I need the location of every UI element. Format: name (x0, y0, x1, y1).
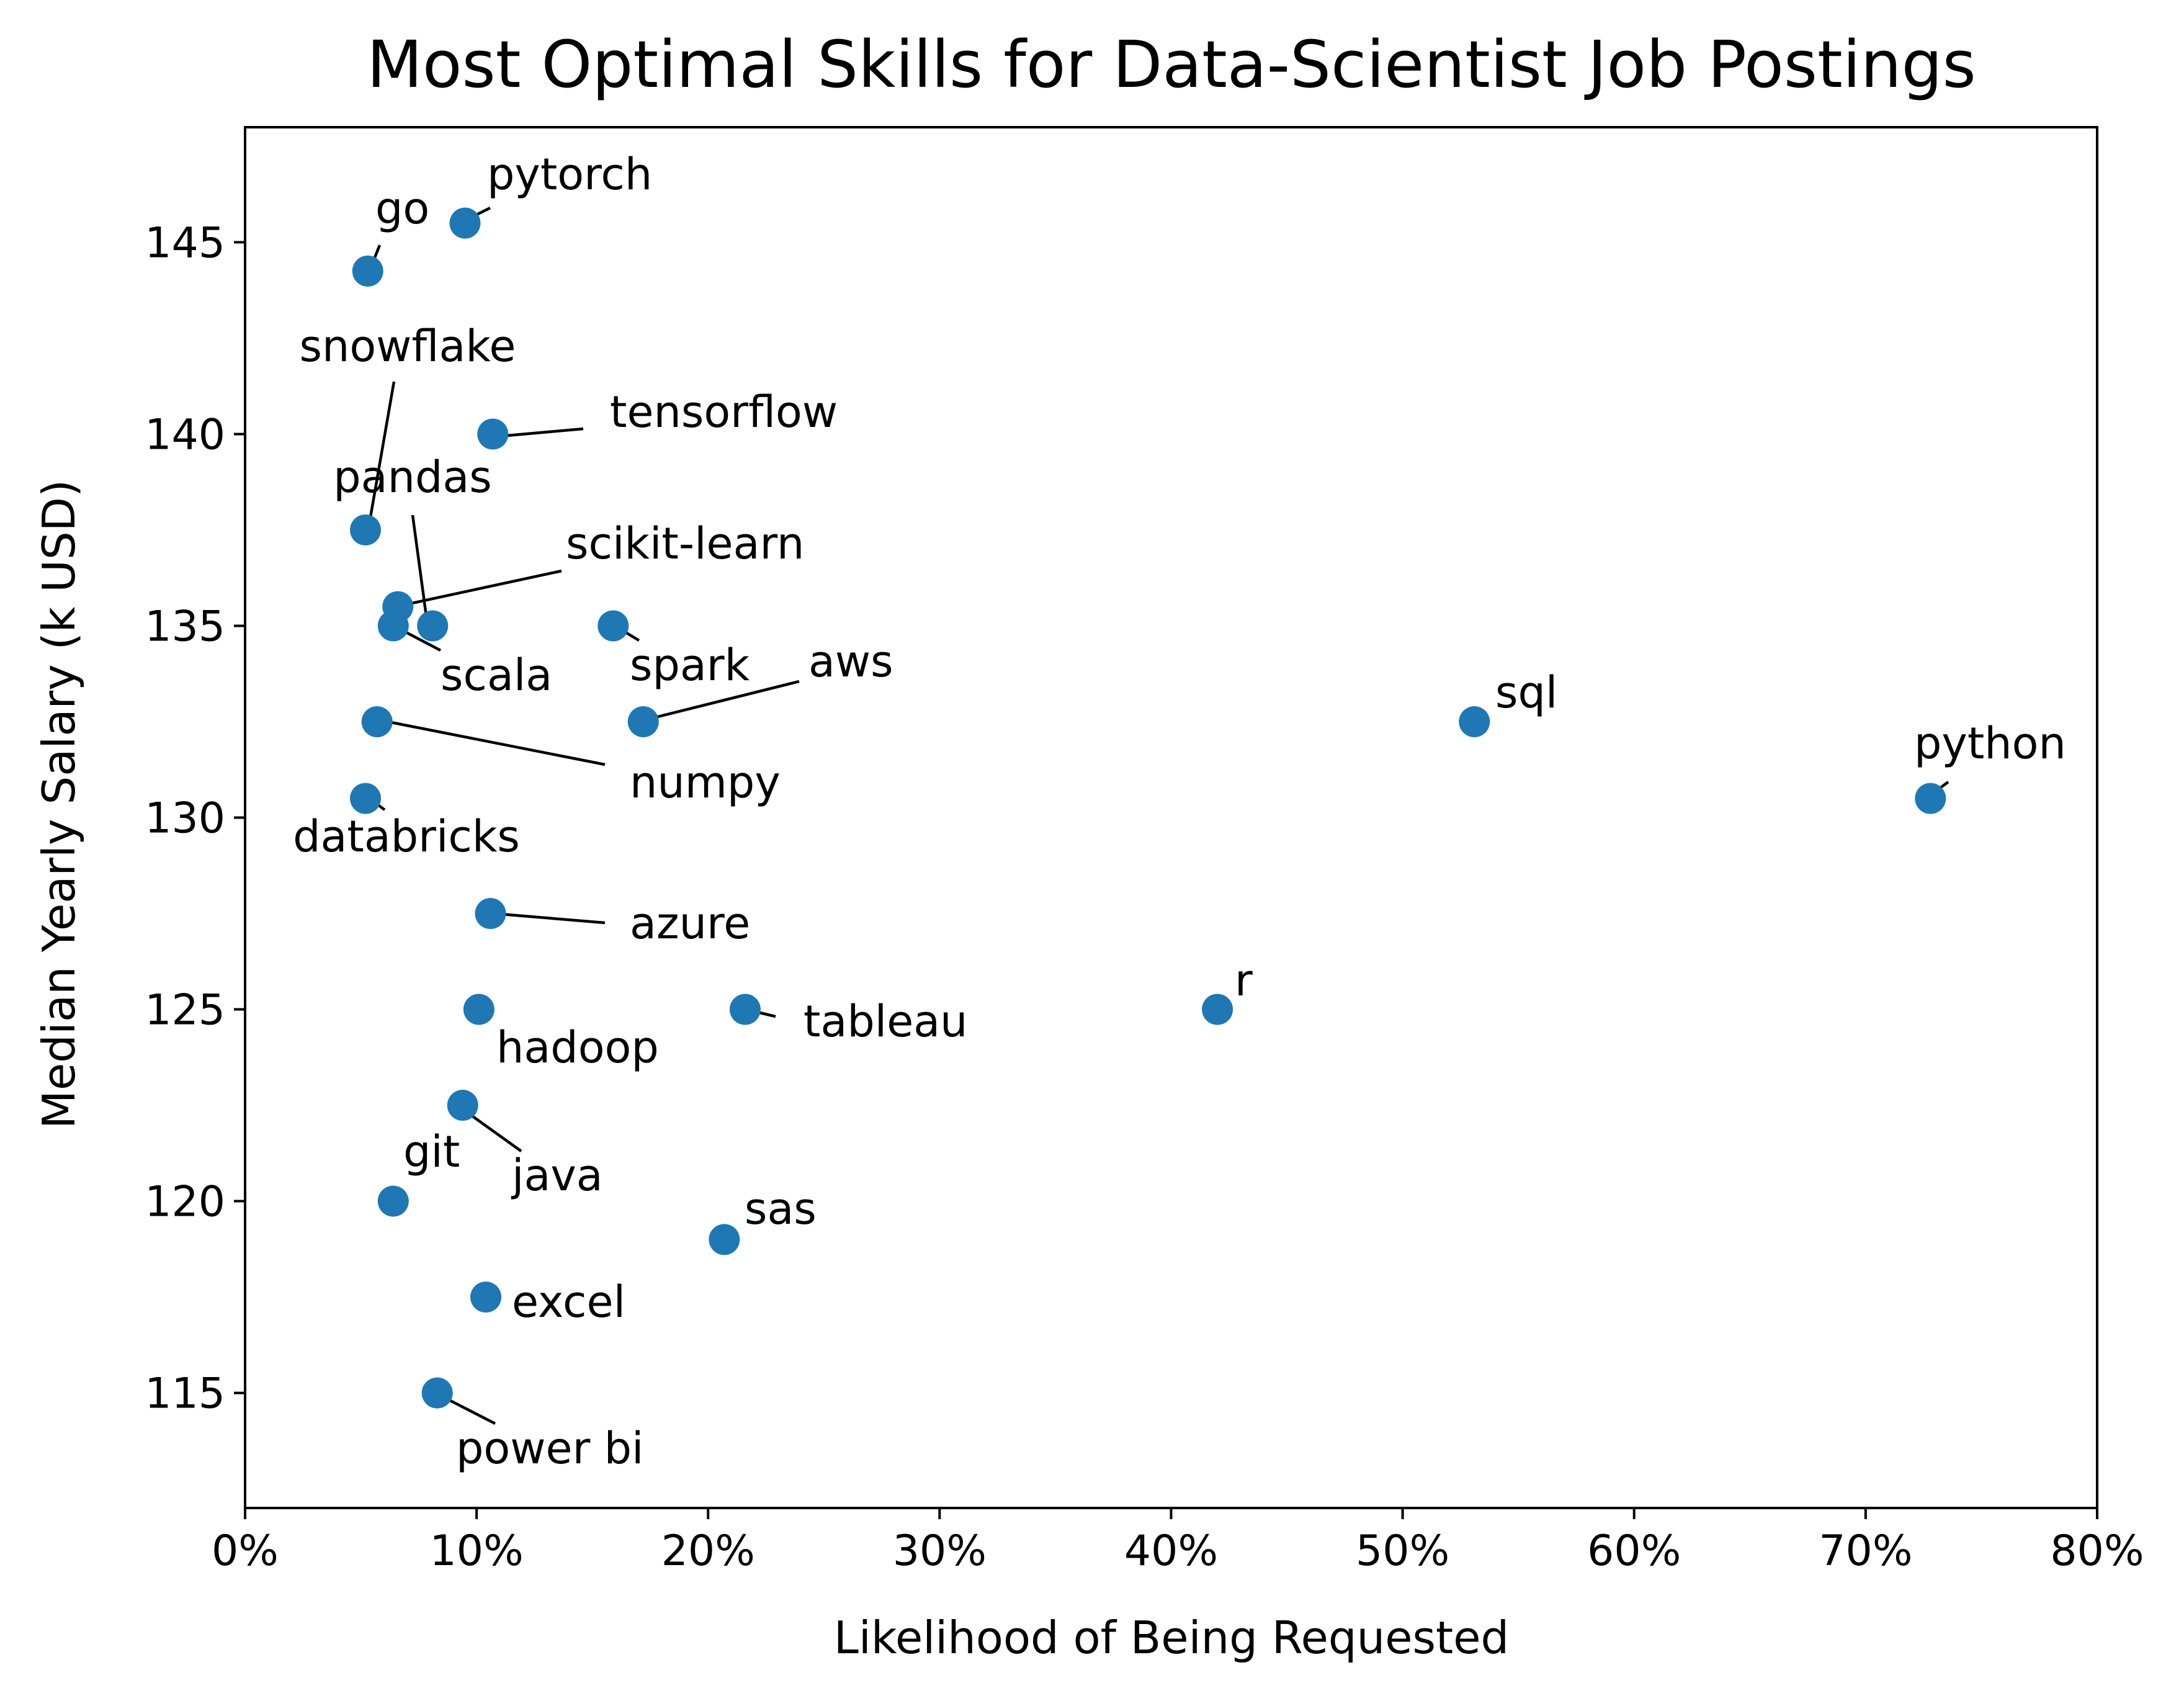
data-point (447, 1090, 478, 1121)
y-tick-label: 135 (145, 602, 225, 651)
point-label: scala (441, 650, 552, 701)
data-point (475, 898, 506, 930)
leader-line (499, 427, 584, 438)
point-label: tensorflow (610, 387, 838, 438)
point-label: snowflake (299, 321, 516, 372)
point-label: databricks (293, 811, 520, 862)
leader-line (467, 1112, 522, 1152)
point-label: sql (1495, 667, 1557, 718)
y-tick-label: 125 (145, 986, 225, 1035)
data-point (709, 1224, 740, 1255)
point-label: java (511, 1150, 603, 1201)
x-tick-label: 80% (2050, 1527, 2144, 1576)
point-label: aws (808, 636, 893, 687)
x-tick-label: 50% (1356, 1527, 1449, 1576)
x-tick-label: 10% (430, 1527, 524, 1576)
point-label: tableau (803, 996, 968, 1047)
leader-line (645, 680, 800, 722)
data-point (470, 1281, 502, 1313)
x-tick-label: 30% (893, 1527, 987, 1576)
chart-title: Most Optimal Skills for Data-Scientist J… (367, 27, 1976, 102)
point-label: excel (512, 1277, 625, 1327)
point-label: git (403, 1126, 460, 1177)
point-label: pytorch (487, 149, 652, 200)
x-tick-label: 70% (1819, 1527, 1912, 1576)
leader-line (403, 569, 562, 607)
data-point (421, 1377, 453, 1409)
data-point (377, 1185, 409, 1217)
point-label: scikit-learn (566, 518, 804, 569)
y-tick-label: 115 (145, 1370, 225, 1419)
data-point (352, 255, 383, 287)
x-tick-label: 20% (661, 1527, 755, 1576)
plot-area: 0% 10% 20% 30% 40% 50% 60% 70% 80% 115 120 125 130 13… (145, 126, 2144, 1576)
data-point (729, 994, 761, 1025)
data-point (1202, 994, 1233, 1025)
y-tick-label: 120 (145, 1178, 225, 1227)
y-tick-label: 130 (145, 794, 225, 843)
data-point (361, 706, 393, 737)
point-label: power bi (456, 1423, 644, 1474)
data-point (449, 207, 481, 239)
leader-line (445, 1397, 496, 1425)
point-label: sas (745, 1183, 817, 1234)
leader-line (493, 912, 606, 925)
data-point (463, 994, 495, 1025)
point-label: hadoop (496, 1022, 659, 1073)
point-label: go (375, 183, 429, 234)
data-point (597, 610, 629, 642)
data-point (627, 706, 659, 737)
data-point (1459, 706, 1490, 737)
point-label: r (1235, 955, 1253, 1006)
x-tick-label: 60% (1587, 1527, 1681, 1576)
data-point (1915, 783, 1946, 814)
x-tick-label: 40% (1124, 1527, 1218, 1576)
data-point (477, 418, 509, 450)
point-label: numpy (630, 757, 781, 808)
x-tick-label: 0% (212, 1527, 279, 1576)
y-axis-label: Median Yearly Salary (k USD) (33, 480, 85, 1129)
data-point (350, 783, 382, 814)
point-label: spark (630, 640, 750, 691)
data-point (417, 610, 449, 642)
point-label: pandas (333, 452, 492, 503)
point-label: python (1914, 718, 2066, 769)
leader-line (367, 381, 396, 525)
leader-line (384, 719, 606, 766)
y-tick-label: 145 (145, 218, 225, 267)
x-axis-label: Likelihood of Being Requested (834, 1612, 1510, 1664)
point-label: azure (630, 898, 750, 949)
leader-line (411, 514, 429, 621)
data-point (350, 514, 382, 545)
data-point (377, 610, 409, 642)
y-tick-label: 140 (145, 410, 225, 459)
